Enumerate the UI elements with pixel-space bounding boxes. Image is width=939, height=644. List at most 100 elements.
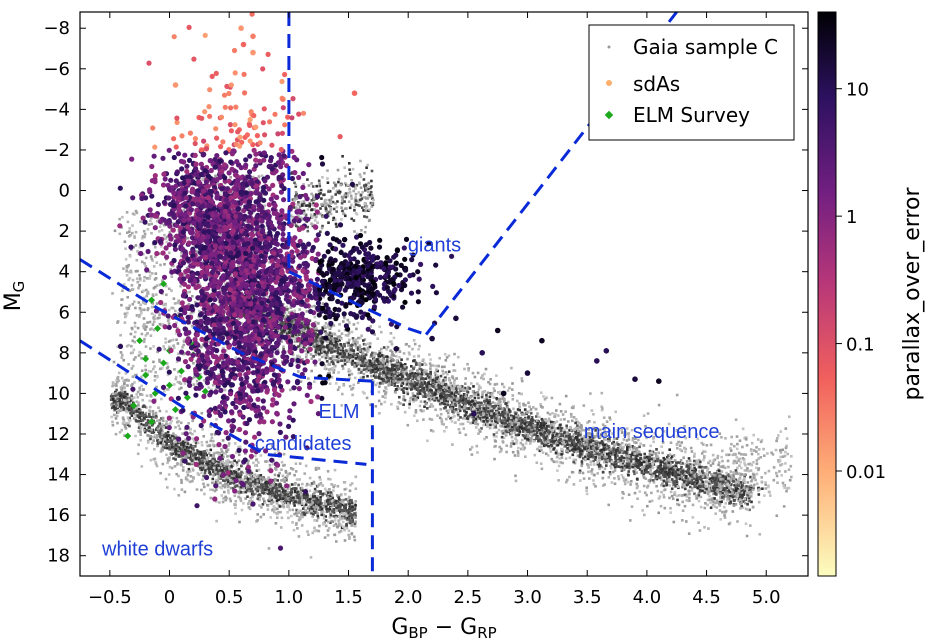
gaia-point bbox=[622, 438, 626, 441]
gaia-point bbox=[635, 448, 639, 451]
gaia-point bbox=[351, 359, 354, 363]
gaia-point bbox=[283, 331, 286, 335]
gaia-point bbox=[319, 335, 323, 338]
gaia-point bbox=[494, 444, 497, 448]
gaia-point bbox=[608, 460, 611, 463]
gaia-point bbox=[713, 482, 717, 485]
gaia-point bbox=[555, 420, 559, 423]
gaia-point bbox=[489, 378, 492, 381]
gaia-point bbox=[435, 392, 438, 396]
gaia-point bbox=[466, 362, 469, 366]
gaia-point bbox=[472, 415, 475, 419]
gaia-point bbox=[531, 422, 535, 426]
gaia-point bbox=[366, 346, 370, 350]
gaia-point bbox=[328, 341, 332, 345]
gaia-point bbox=[454, 404, 458, 407]
gaia-point bbox=[585, 453, 588, 456]
gaia-point bbox=[527, 401, 530, 405]
gaia-point bbox=[551, 412, 554, 415]
gaia-point bbox=[513, 428, 517, 432]
gaia-point bbox=[509, 445, 513, 448]
gaia-point bbox=[697, 484, 701, 488]
gaia-point bbox=[577, 431, 580, 435]
gaia-point bbox=[350, 388, 353, 391]
gaia-point bbox=[481, 418, 484, 422]
gaia-point bbox=[379, 366, 382, 370]
gaia-point bbox=[482, 416, 485, 419]
gaia-point bbox=[512, 407, 515, 411]
gaia-point bbox=[617, 477, 621, 481]
gaia-point bbox=[343, 344, 346, 348]
gaia-point bbox=[553, 437, 556, 441]
gaia-point bbox=[659, 504, 663, 508]
gaia-point bbox=[616, 465, 619, 468]
gaia-point bbox=[442, 407, 446, 410]
gaia-point bbox=[545, 424, 549, 428]
gaia-point bbox=[564, 445, 567, 448]
gaia-point bbox=[708, 471, 711, 474]
gaia-point bbox=[547, 417, 551, 421]
gaia-point bbox=[392, 377, 395, 380]
gaia-point bbox=[655, 484, 658, 488]
gaia-point bbox=[403, 410, 407, 414]
gaia-point bbox=[631, 457, 634, 461]
gaia-point bbox=[742, 486, 746, 490]
gaia-point bbox=[605, 455, 608, 459]
gaia-point bbox=[315, 343, 319, 346]
gaia-point bbox=[608, 458, 611, 461]
gaia-point bbox=[442, 399, 446, 403]
gaia-point bbox=[391, 369, 394, 372]
gaia-point bbox=[341, 364, 344, 368]
gaia-point bbox=[608, 429, 612, 433]
gaia-point bbox=[445, 394, 449, 397]
gaia-point bbox=[447, 387, 451, 390]
gaia-point bbox=[749, 488, 753, 492]
gaia-point bbox=[517, 428, 521, 431]
gaia-point bbox=[604, 433, 607, 437]
gaia-point bbox=[322, 295, 325, 299]
gaia-point bbox=[285, 314, 289, 318]
gaia-point bbox=[348, 344, 352, 347]
gaia-point bbox=[415, 362, 418, 365]
gaia-point bbox=[719, 496, 722, 500]
gaia-point bbox=[636, 478, 639, 481]
gaia-point bbox=[595, 432, 599, 435]
gaia-point bbox=[347, 341, 350, 345]
gaia-point bbox=[434, 408, 437, 412]
gaia-point bbox=[347, 368, 351, 371]
gaia-point bbox=[545, 419, 548, 423]
gaia-point bbox=[506, 419, 509, 422]
gaia-point bbox=[543, 443, 547, 447]
gaia-point bbox=[680, 465, 683, 469]
gaia-point bbox=[345, 355, 348, 359]
gaia-point bbox=[588, 443, 591, 446]
gaia-point bbox=[278, 320, 281, 323]
gaia-point bbox=[628, 462, 631, 465]
gaia-point bbox=[415, 383, 419, 386]
gaia-point bbox=[550, 444, 554, 448]
gaia-point bbox=[343, 359, 347, 362]
gaia-point bbox=[505, 410, 509, 414]
gaia-point bbox=[476, 411, 480, 415]
gaia-point bbox=[546, 437, 549, 441]
gaia-point bbox=[501, 419, 505, 423]
gaia-point bbox=[623, 482, 627, 486]
gaia-point bbox=[716, 473, 719, 477]
gaia-point bbox=[717, 461, 721, 464]
gaia-point bbox=[348, 338, 351, 342]
gaia-point bbox=[601, 423, 605, 426]
gaia-point bbox=[369, 362, 372, 365]
gaia-point bbox=[703, 506, 707, 510]
gaia-point bbox=[360, 359, 363, 362]
gaia-point bbox=[700, 480, 704, 484]
gaia-point bbox=[433, 379, 437, 383]
gaia-point bbox=[329, 357, 333, 360]
gaia-point bbox=[605, 420, 609, 423]
gaia-point bbox=[524, 431, 528, 435]
gaia-point bbox=[553, 415, 556, 418]
gaia-point bbox=[711, 486, 715, 489]
gaia-point bbox=[635, 486, 639, 490]
gaia-point bbox=[393, 364, 396, 368]
gaia-point bbox=[614, 457, 617, 460]
gaia-point bbox=[383, 359, 386, 363]
